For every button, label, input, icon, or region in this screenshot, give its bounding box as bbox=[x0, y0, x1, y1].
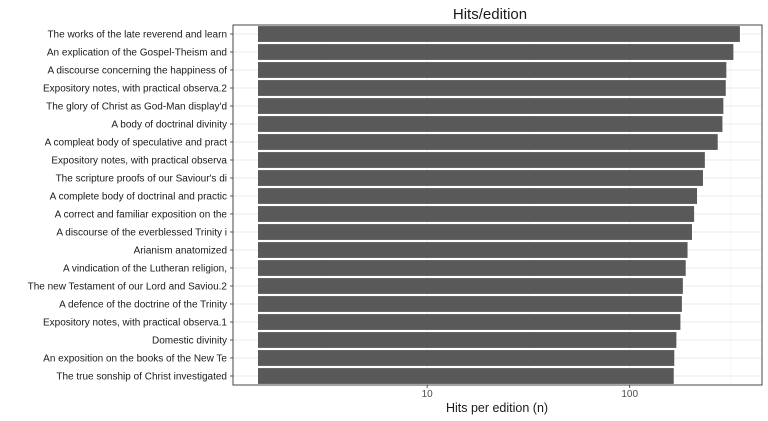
bar bbox=[258, 26, 740, 42]
bar bbox=[258, 296, 682, 312]
bars bbox=[232, 24, 763, 386]
bar bbox=[258, 152, 705, 168]
bar bbox=[258, 332, 677, 348]
y-tick-label: The new Testament of our Lord and Saviou… bbox=[28, 282, 228, 293]
panel-border bbox=[232, 24, 763, 386]
y-tick-label: A discourse concerning the happiness of bbox=[47, 66, 227, 77]
bar bbox=[258, 188, 698, 204]
bar bbox=[258, 242, 688, 258]
bar bbox=[258, 368, 674, 384]
plot-panel bbox=[233, 25, 762, 385]
y-tick-label: A correct and familiar exposition on the bbox=[55, 210, 228, 221]
bar bbox=[258, 170, 703, 186]
y-tick-label: Arianism anatomized bbox=[134, 246, 227, 257]
y-tick-label: The works of the late reverend and learn bbox=[47, 30, 227, 41]
bar bbox=[258, 80, 726, 96]
y-tick-label: An explication of the Gospel-Theism and bbox=[47, 48, 227, 59]
bar bbox=[258, 350, 675, 366]
y-tick-label: A defence of the doctrine of the Trinity bbox=[59, 300, 227, 311]
y-tick-label: Expository notes, with practical observa… bbox=[43, 84, 227, 95]
y-tick-label: A body of doctrinal divinity bbox=[111, 120, 227, 131]
x-axis-title: Hits per edition (n) bbox=[446, 401, 548, 415]
y-tick-label: The true sonship of Christ investigated bbox=[56, 372, 227, 383]
y-tick-label: A vindication of the Lutheran religion, bbox=[63, 264, 227, 275]
y-tick-label: The glory of Christ as God-Man display'd bbox=[46, 102, 227, 113]
bar bbox=[258, 314, 681, 330]
bar bbox=[258, 62, 727, 78]
panel-background bbox=[233, 25, 762, 385]
bar bbox=[258, 206, 695, 222]
y-tick-label: An exposition on the books of the New Te bbox=[43, 354, 227, 365]
bar bbox=[258, 224, 692, 240]
bar bbox=[258, 278, 683, 294]
bar bbox=[258, 98, 724, 114]
y-tick-label: The scripture proofs of our Saviour's di bbox=[56, 174, 227, 185]
x-tick-label: 100 bbox=[621, 389, 638, 400]
y-tick-label: A complete body of doctrinal and practic bbox=[50, 192, 227, 203]
bar bbox=[258, 134, 718, 150]
bar bbox=[258, 44, 734, 60]
y-axis-labels: The works of the late reverend and learn… bbox=[28, 30, 233, 383]
y-tick-label: Expository notes, with practical observa bbox=[51, 156, 227, 167]
bar bbox=[258, 260, 686, 276]
x-axis-ticks: 10 100 bbox=[422, 385, 638, 400]
y-tick-label: A discourse of the everblessed Trinity i bbox=[56, 228, 227, 239]
chart-title: Hits/edition bbox=[453, 6, 527, 23]
y-tick-label: Expository notes, with practical observa… bbox=[43, 318, 227, 329]
bar bbox=[258, 116, 723, 132]
y-tick-label: A compleat body of speculative and pract bbox=[45, 138, 228, 149]
x-tick-label: 10 bbox=[422, 389, 434, 400]
y-tick-label: Domestic divinity bbox=[152, 336, 227, 347]
